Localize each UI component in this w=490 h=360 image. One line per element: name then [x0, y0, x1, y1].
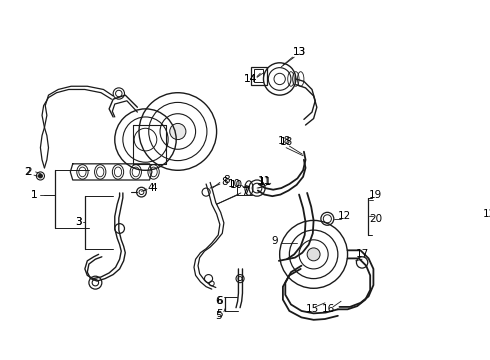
Text: 5: 5 [215, 311, 221, 321]
Text: 9: 9 [271, 235, 278, 246]
Text: 6: 6 [217, 296, 223, 306]
Text: 2: 2 [24, 167, 31, 177]
Text: 7: 7 [241, 187, 247, 197]
Text: 12: 12 [338, 211, 351, 221]
Text: 10: 10 [228, 179, 241, 189]
Circle shape [307, 248, 320, 261]
Text: 11: 11 [259, 177, 272, 186]
Text: 7: 7 [243, 185, 250, 195]
Text: 12: 12 [482, 209, 490, 219]
Text: 18: 18 [279, 137, 293, 147]
Text: 3: 3 [75, 217, 82, 227]
Text: 11: 11 [258, 176, 271, 186]
Text: 15: 15 [305, 304, 318, 314]
Text: 8: 8 [223, 175, 230, 185]
Text: 13: 13 [293, 47, 306, 57]
Text: 14: 14 [244, 74, 257, 84]
Circle shape [38, 174, 43, 178]
Text: 16: 16 [321, 304, 335, 314]
Text: 8: 8 [221, 177, 228, 186]
Text: 3: 3 [75, 217, 82, 227]
Text: 4: 4 [150, 183, 157, 193]
Text: 6: 6 [215, 296, 221, 306]
Text: 4: 4 [148, 183, 154, 193]
Text: 10: 10 [229, 180, 243, 190]
Text: 20: 20 [369, 214, 382, 224]
Text: 14: 14 [244, 74, 257, 84]
Text: 13: 13 [293, 47, 306, 57]
Text: 1: 1 [31, 190, 37, 199]
Text: 17: 17 [355, 249, 369, 259]
Bar [254, 69, 264, 82]
Text: 1: 1 [31, 190, 37, 199]
Text: 18: 18 [278, 136, 291, 146]
Text: 2: 2 [25, 167, 31, 177]
Text: 5: 5 [217, 309, 223, 319]
Text: 19: 19 [369, 190, 383, 199]
Circle shape [170, 123, 186, 140]
Bar [250, 67, 267, 85]
